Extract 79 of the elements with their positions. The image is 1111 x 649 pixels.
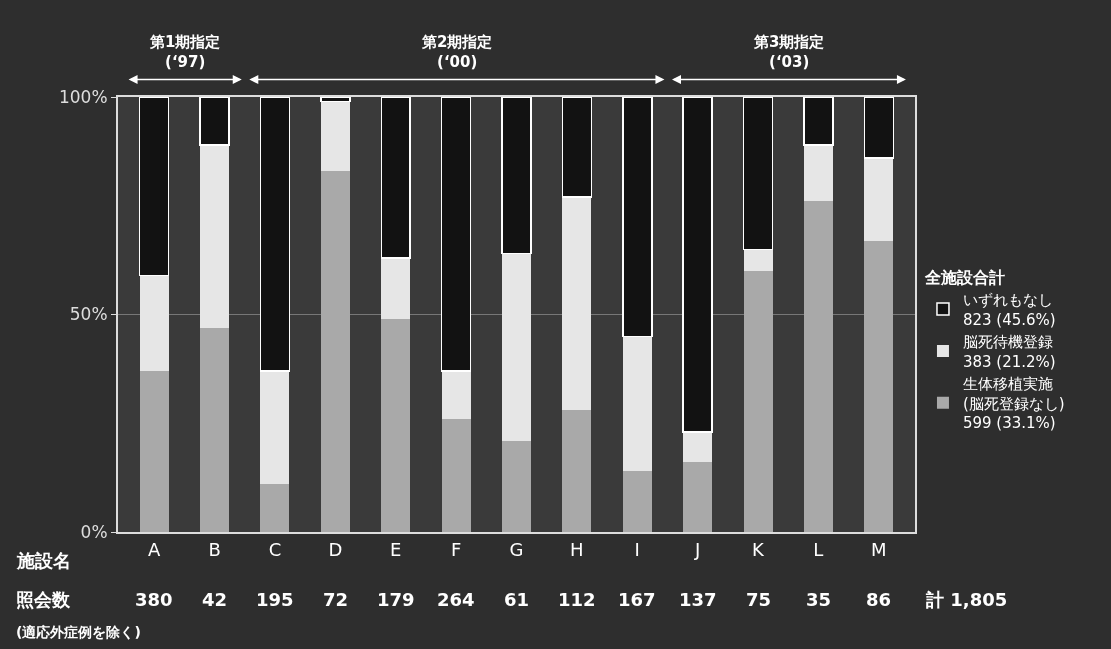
x-tick-label: E <box>390 538 402 560</box>
x-tick-label: C <box>268 538 282 560</box>
bar <box>320 170 350 532</box>
x-tick-label: D <box>328 538 343 560</box>
legend-label: いずれもなし 823 (45.6%) <box>962 291 1056 329</box>
bar <box>320 101 350 171</box>
text: 75 <box>746 589 772 610</box>
bar <box>863 97 895 159</box>
bar <box>200 144 230 328</box>
y-tick-label: 50% <box>69 304 108 325</box>
bar <box>803 97 834 146</box>
text: 179 <box>377 589 415 610</box>
legend-label: 脳死待機登録 383 (21.2%) <box>962 333 1056 371</box>
bar <box>381 318 411 532</box>
text: 61 <box>504 589 530 610</box>
bar <box>260 371 290 485</box>
bar <box>622 471 652 532</box>
bar <box>683 431 713 463</box>
text: 72 <box>323 589 349 610</box>
bar <box>864 240 894 532</box>
text: 86 <box>866 589 892 610</box>
text: 137 <box>679 589 717 610</box>
text: 264 <box>437 589 475 610</box>
bar <box>380 97 411 259</box>
bar <box>864 157 894 241</box>
bar <box>622 97 653 337</box>
text: 計 1,805 <box>925 589 1008 610</box>
bar <box>139 275 169 372</box>
bar <box>139 371 169 532</box>
text: (適応外症例を除く) <box>16 624 141 640</box>
x-tick-label: M <box>871 538 887 560</box>
bar <box>381 257 411 319</box>
bar <box>622 336 652 472</box>
bar <box>199 97 230 146</box>
bar <box>803 201 833 532</box>
text: 35 <box>806 589 832 610</box>
text: 42 <box>202 589 228 610</box>
bar <box>260 484 290 532</box>
x-tick-label: G <box>509 538 524 560</box>
bar <box>259 97 291 372</box>
text: 第3期指定 (‘03) <box>753 33 825 71</box>
bar <box>743 271 773 532</box>
x-tick-label: I <box>634 538 640 560</box>
text: 380 <box>135 589 173 610</box>
legend-title: 全施設合計 <box>923 268 1005 288</box>
bar <box>743 249 773 271</box>
text: 第2期指定 (‘00) <box>421 33 493 71</box>
x-tick-label: B <box>208 538 221 560</box>
x-tick-label: K <box>752 538 766 560</box>
x-tick-label: F <box>450 538 462 560</box>
bar <box>682 97 713 433</box>
text: 第1期指定 (‘97) <box>149 33 221 71</box>
text: 195 <box>256 589 294 610</box>
text: 167 <box>618 589 656 610</box>
y-tick-label: 100% <box>58 86 108 107</box>
x-axis-title: 施設名 <box>16 550 71 571</box>
bar <box>501 97 532 255</box>
x-tick-label: L <box>813 538 824 560</box>
bar <box>440 97 472 372</box>
bar <box>138 97 170 277</box>
bar <box>803 144 833 202</box>
text: 112 <box>558 589 596 610</box>
x-tick-label: A <box>148 538 162 560</box>
legend-label: 生体移植実施 (脳死登録なし) 599 (33.1%) <box>962 375 1065 433</box>
bar <box>502 253 531 441</box>
bar <box>441 418 471 532</box>
y-tick-label: 0% <box>80 521 108 542</box>
bar <box>562 197 592 411</box>
bar <box>502 440 531 532</box>
bar <box>742 97 774 250</box>
x-tick-label: H <box>570 538 584 560</box>
bar <box>441 371 471 419</box>
bar <box>683 462 713 532</box>
x-tick-label: J <box>693 538 701 560</box>
bar <box>562 410 592 532</box>
text: 照会数 <box>16 589 71 610</box>
bar <box>561 97 593 198</box>
bar <box>320 97 351 103</box>
bar <box>200 327 230 532</box>
